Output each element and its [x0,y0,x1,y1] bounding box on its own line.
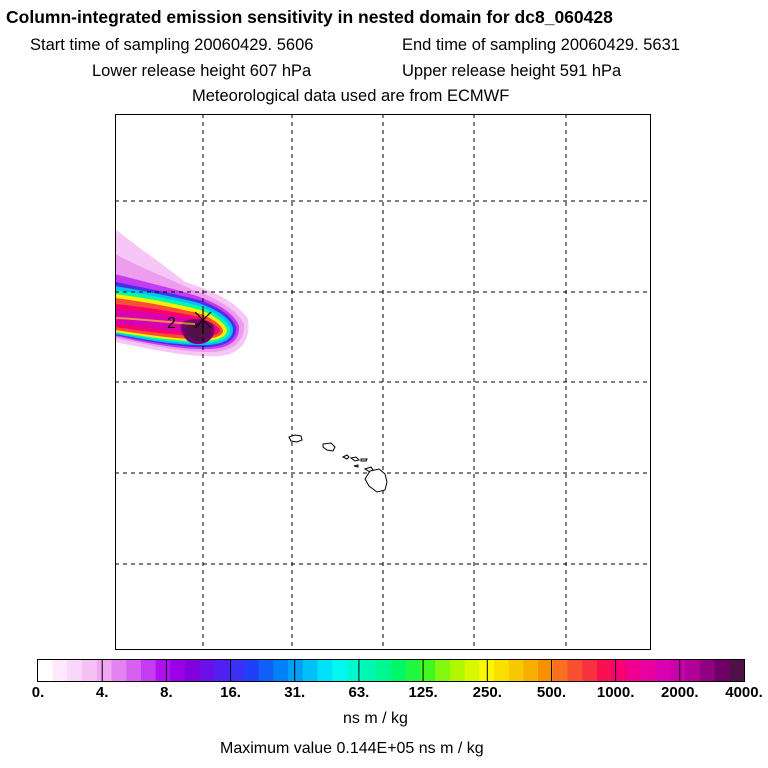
colorbar-tick-label: 500. [536,684,567,701]
colorbar-cells [38,660,745,681]
colorbar-cell [420,660,436,681]
colorbar-cell [714,660,730,681]
colorbar-tick-label: 2000. [661,684,699,701]
colorbar-cell [346,660,363,681]
colorbar-tick-label: 125. [408,684,438,701]
colorbar [37,659,745,682]
colorbar-tick-label: 31. [284,684,306,701]
figure-title: Column-integrated emission sensitivity i… [6,7,613,27]
map-frame [115,114,651,650]
marker-label: 2 [167,315,176,332]
colorbar-cell [567,660,583,681]
colorbar-frame [37,659,745,682]
colorbar-cell [435,660,451,681]
colorbar-cell [449,660,466,681]
start-time-label: Start time of sampling 20060429. 5606 [30,36,314,54]
colorbar-cell [243,660,260,681]
colorbar-cell [670,660,686,681]
colorbar-cell [626,660,642,681]
release-point-marker [194,309,212,331]
colorbar-units: ns m / kg [343,710,408,727]
emission-sensitivity-plume [115,229,249,357]
colorbar-tick-label: 0. [31,684,45,701]
colorbar-cell [155,660,171,681]
map-panel: 2 [115,114,651,650]
lower-release-label: Lower release height 607 hPa [92,62,312,80]
colorbar-tick-label: 4000. [725,684,763,701]
colorbar-tick-label: 4. [95,684,109,701]
colorbar-cell [214,660,230,681]
colorbar-tick-label: 250. [472,684,502,701]
colorbar-cell [170,660,186,681]
colorbar-cell [185,660,201,681]
colorbar-dividers [101,660,681,681]
maximum-value-label: Maximum value 0.144E+05 ns m / kg [220,740,484,757]
colorbar-tick-label: 16. [220,684,241,701]
colorbar-cell [552,660,569,681]
colorbar-cell [96,660,113,681]
end-time-label: End time of sampling 20060429. 5631 [402,36,680,54]
colorbar-cell [729,660,745,681]
colorbar-cell [655,660,672,681]
colorbar-cell [641,660,657,681]
colorbar-cell [67,660,83,681]
colorbar-cell [82,660,98,681]
colorbar-cell [332,660,348,681]
hawaiian-islands-outline [288,434,388,493]
colorbar-cell [582,660,598,681]
colorbar-cell [140,660,157,681]
colorbar-cell [523,660,539,681]
colorbar-cell [611,660,627,681]
colorbar-cell [38,660,54,681]
colorbar-cell [699,660,716,681]
colorbar-tick-label: 1000. [596,684,635,701]
colorbar-cell [302,660,319,681]
colorbar-cell [376,660,392,681]
colorbar-cell [229,660,245,681]
colorbar-cell [111,660,127,681]
colorbar-cell [391,660,407,681]
upper-release-label: Upper release height 591 hPa [402,62,622,80]
colorbar-cell [361,660,377,681]
colorbar-cell [405,660,422,681]
colorbar-cell [464,660,480,681]
colorbar-cell [596,660,613,681]
colorbar-cell [273,660,289,681]
colorbar-cell [288,660,304,681]
colorbar-tick-label: 63. [348,684,370,701]
colorbar-cell [258,660,274,681]
colorbar-cell [493,660,510,681]
colorbar-cell [508,660,524,681]
colorbar-cell [685,660,701,681]
colorbar-cell [199,660,216,681]
colorbar-cell [538,660,554,681]
met-data-label: Meteorological data used are from ECMWF [192,87,510,105]
colorbar-cell [52,660,69,681]
plume-highlight [115,317,196,325]
colorbar-cell [126,660,142,681]
colorbar-cell [317,660,333,681]
colorbar-tick-label: 8. [160,684,173,701]
